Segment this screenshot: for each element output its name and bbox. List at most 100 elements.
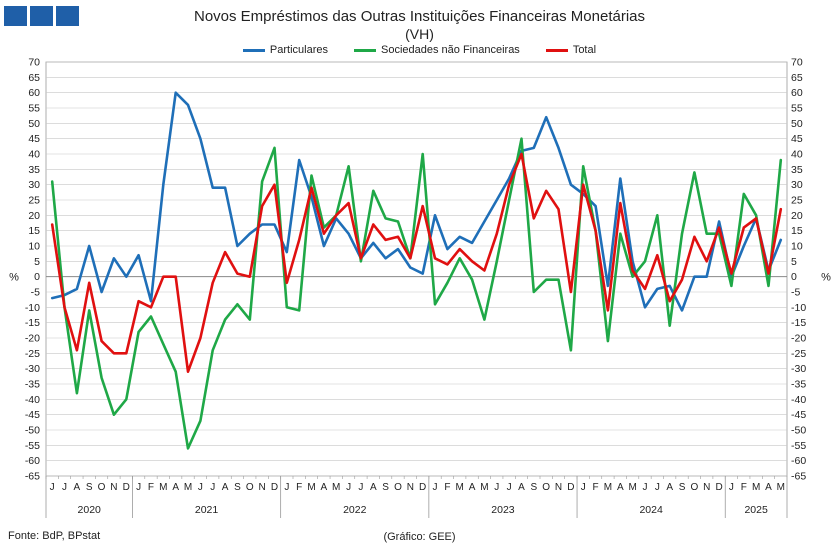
y-axis-label-right: % — [821, 272, 831, 284]
y-tick-label-right: 25 — [791, 195, 803, 207]
x-tick-label: J — [507, 482, 512, 493]
x-tick-label: A — [765, 482, 772, 493]
legend-item-total: Total — [545, 44, 596, 56]
legend-swatch — [242, 48, 265, 52]
chart-title: Novos Empréstimos das Outras Instituiçõe… — [193, 8, 645, 25]
y-tick-label-right: -40 — [791, 394, 806, 406]
x-tick-label: F — [148, 482, 154, 493]
x-year-label: 2024 — [639, 504, 663, 516]
series-line-sociedades-nao-financeiras — [50, 137, 783, 450]
y-tick-label-left: -5 — [31, 287, 40, 299]
y-tick-label-left: -10 — [25, 302, 40, 314]
y-tick-label-right: 5 — [791, 256, 797, 268]
x-tick-label: J — [346, 482, 351, 493]
legend-item-snf: Sociedades não Financeiras — [354, 44, 520, 56]
x-tick-label: A — [74, 482, 81, 493]
brand-logo — [4, 6, 79, 26]
x-tick-label: J — [136, 482, 141, 493]
x-tick-label: J — [358, 482, 363, 493]
y-tick-label-right: 60 — [791, 87, 803, 99]
y-tick-label-right: 0 — [791, 271, 797, 283]
x-tick-label: A — [172, 482, 179, 493]
x-tick-label: M — [332, 482, 340, 493]
y-tick-label-left: 15 — [28, 225, 40, 237]
x-tick-label: F — [296, 482, 302, 493]
y-tick-label-right: 20 — [791, 210, 803, 222]
y-tick-label-right: -15 — [791, 317, 806, 329]
y-tick-label-right: 50 — [791, 118, 803, 130]
y-tick-label-left: 50 — [28, 118, 40, 130]
y-tick-label-right: 30 — [791, 179, 803, 191]
y-tick-label-right: -10 — [791, 302, 806, 314]
x-tick-label: J — [284, 482, 289, 493]
x-tick-label: N — [110, 482, 117, 493]
x-year-label: 2021 — [195, 504, 219, 516]
x-tick-label: D — [271, 482, 278, 493]
x-tick-label: N — [259, 482, 266, 493]
x-tick-label: F — [593, 482, 599, 493]
x-tick-label: M — [628, 482, 636, 493]
x-tick-label: M — [456, 482, 464, 493]
x-year-label: 2023 — [491, 504, 515, 516]
x-tick-label: M — [752, 482, 760, 493]
x-tick-label: J — [433, 482, 438, 493]
y-tick-label-left: -20 — [25, 333, 40, 345]
y-tick-label-right: -20 — [791, 333, 806, 345]
x-tick-label: F — [444, 482, 450, 493]
source-note: Fonte: BdP, BPstat — [8, 530, 101, 542]
y-tick-label-right: -65 — [791, 471, 806, 483]
x-tick-label: S — [679, 482, 686, 493]
y-tick-label-right: 35 — [791, 164, 803, 176]
y-tick-label-left: -55 — [25, 440, 40, 452]
x-tick-label: M — [159, 482, 167, 493]
x-tick-label: M — [777, 482, 785, 493]
x-tick-label: M — [604, 482, 612, 493]
x-tick-label: S — [234, 482, 241, 493]
y-tick-label-left: 70 — [28, 57, 40, 69]
y-tick-label-right: -60 — [791, 455, 806, 467]
x-tick-label: J — [729, 482, 734, 493]
y-tick-label-right: 45 — [791, 133, 803, 145]
y-tick-label-right: 55 — [791, 103, 803, 115]
x-tick-label: S — [86, 482, 93, 493]
y-tick-label-left: -15 — [25, 317, 40, 329]
y-tick-label-left: -60 — [25, 455, 40, 467]
x-tick-label: D — [715, 482, 722, 493]
chart-legend: Particulares Sociedades não Financeiras … — [0, 44, 839, 56]
x-tick-label: J — [62, 482, 67, 493]
x-tick-label: S — [382, 482, 389, 493]
y-tick-label-right: 65 — [791, 72, 803, 84]
legend-label: Sociedades não Financeiras — [381, 44, 520, 56]
y-tick-label-right: -25 — [791, 348, 806, 360]
y-tick-label-right: 70 — [791, 57, 803, 69]
x-tick-label: J — [210, 482, 215, 493]
y-tick-label-left: -30 — [25, 363, 40, 375]
y-tick-label-left: 60 — [28, 87, 40, 99]
y-tick-label-left: -35 — [25, 379, 40, 391]
x-tick-label: J — [655, 482, 660, 493]
y-tick-label-right: 10 — [791, 241, 803, 253]
x-tick-label: M — [184, 482, 192, 493]
legend-swatch — [545, 48, 568, 52]
y-tick-label-left: -25 — [25, 348, 40, 360]
y-tick-label-left: 20 — [28, 210, 40, 222]
x-tick-label: J — [494, 482, 499, 493]
y-tick-label-left: -65 — [25, 471, 40, 483]
x-tick-label: O — [394, 482, 402, 493]
x-tick-label: O — [690, 482, 698, 493]
y-tick-label-right: -5 — [791, 287, 800, 299]
logo-square — [4, 6, 27, 26]
x-tick-label: O — [542, 482, 550, 493]
x-tick-label: N — [703, 482, 710, 493]
x-year-label: 2022 — [343, 504, 367, 516]
chart-subtitle: (VH) — [405, 26, 434, 42]
y-tick-label-left: 10 — [28, 241, 40, 253]
x-tick-label: S — [530, 482, 537, 493]
y-tick-label-left: 25 — [28, 195, 40, 207]
logo-square — [56, 6, 79, 26]
x-year-label: 2020 — [78, 504, 102, 516]
y-tick-label-right: 40 — [791, 149, 803, 161]
x-tick-label: D — [419, 482, 426, 493]
legend-item-particulares: Particulares — [242, 44, 328, 56]
